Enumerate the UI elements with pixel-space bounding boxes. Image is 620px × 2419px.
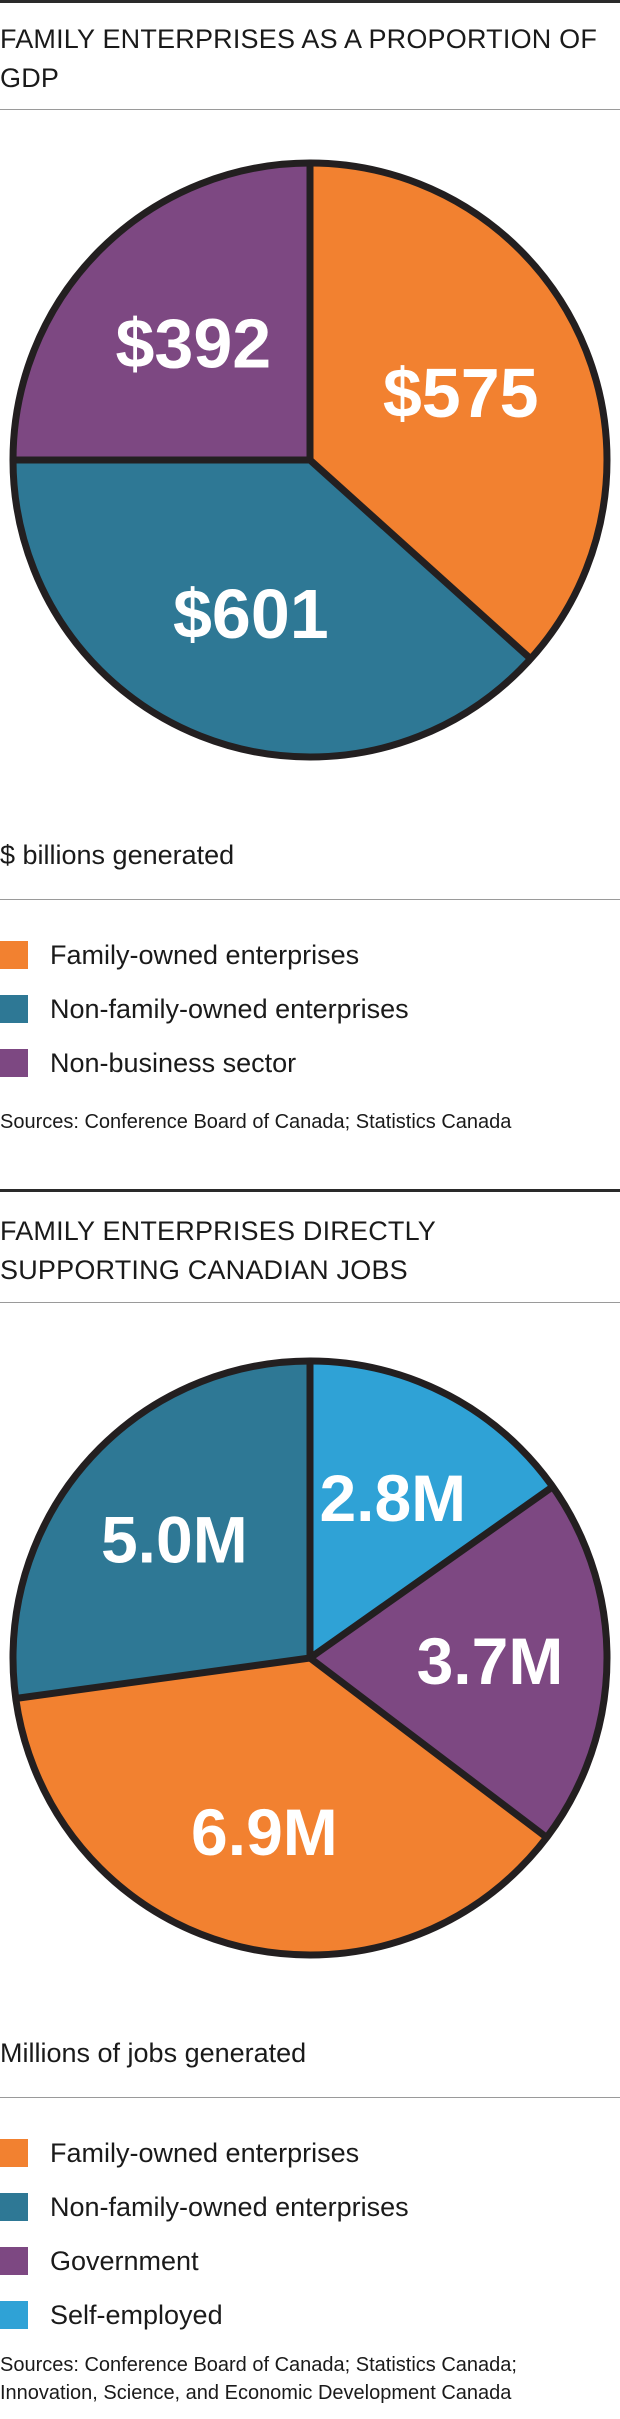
chart2-pie: 2.8M 3.7M 6.9M 5.0M [9,1357,611,1959]
legend-label: Family-owned enterprises [50,2137,360,2168]
legend-swatch [0,995,28,1023]
chart1-legend-divider [0,899,620,900]
pie-label-government: 3.7M [417,1624,564,1698]
pie-label-non-family-owned-enterprises: $601 [173,575,329,653]
pie-label-self-employed: 2.8M [319,1461,466,1535]
legend-item-family-owned-enterprises: Family-owned enterprises [0,940,359,970]
chart2-title-divider [0,1302,620,1303]
legend-item-non-business-sector: Non-business sector [0,1048,296,1078]
chart2-title: FAMILY ENTERPRISES DIRECTLY SUPPORTING C… [0,1216,436,1285]
chart2-legend-divider [0,2097,620,2098]
legend-swatch [0,941,28,969]
chart1-title: FAMILY ENTERPRISES AS A PROPORTION OF GD… [0,24,598,93]
pie-label-family-owned-enterprises: 6.9M [191,1795,338,1869]
pie-slice-self-employed [310,1358,556,1658]
pie-slice-non-business-sector [10,160,310,460]
chart1-pie: $575 $601 $392 [9,159,611,761]
pie-label-non-business-sector: $392 [115,304,271,382]
legend-label: Government [50,2245,199,2276]
legend-label: Non-family-owned enterprises [50,2191,409,2222]
pie-slice-non-family-owned-enterprises [9,1358,310,1699]
legend-swatch [0,2193,28,2221]
legend-swatch [0,1049,28,1077]
pie-slice-family-owned-enterprises [12,1658,550,1958]
pie-label-family-owned-enterprises: $575 [383,354,539,432]
legend-swatch [0,2301,28,2329]
pie-outline [9,1357,611,1959]
pie-slice-divider [307,1482,558,1661]
pie-slice-divider [307,457,536,664]
chart1-title-divider [0,109,620,110]
pie-slice-non-family-owned-enterprises [10,460,533,761]
pie-slice-family-owned-enterprises [310,160,610,661]
legend-item-non-family-owned-enterprises: Non-family-owned enterprises [0,994,409,1024]
legend-label: Self-employed [50,2299,223,2330]
top-rule [0,0,620,3]
legend-item-self-employed: Self-employed [0,2300,223,2330]
pie-outline [9,159,611,761]
legend-label: Non-business sector [50,1047,297,1078]
legend-item-family-owned-enterprises: Family-owned enterprises [0,2138,359,2168]
legend-label: Non-family-owned enterprises [50,993,409,1024]
section-rule [0,1189,620,1192]
legend-item-government: Government [0,2246,199,2276]
pie-slice-divider [307,1655,552,1843]
chart1-unit-label: $ billions generated [0,840,235,870]
chart2-unit-label: Millions of jobs generated [0,2038,307,2068]
legend-label: Family-owned enterprises [50,939,360,970]
legend-item-non-family-owned-enterprises: Non-family-owned enterprises [0,2192,409,2222]
legend-swatch [0,2247,28,2275]
legend-swatch [0,2139,28,2167]
pie-slice-government [310,1484,610,1840]
chart1-sources: Sources: Conference Board of Canada; Sta… [0,1111,512,1133]
pie-label-non-family-owned-enterprises: 5.0M [101,1503,248,1577]
pie-slice-divider [12,1654,311,1703]
chart2-sources: Sources: Conference Board of Canada; Sta… [0,2354,517,2404]
